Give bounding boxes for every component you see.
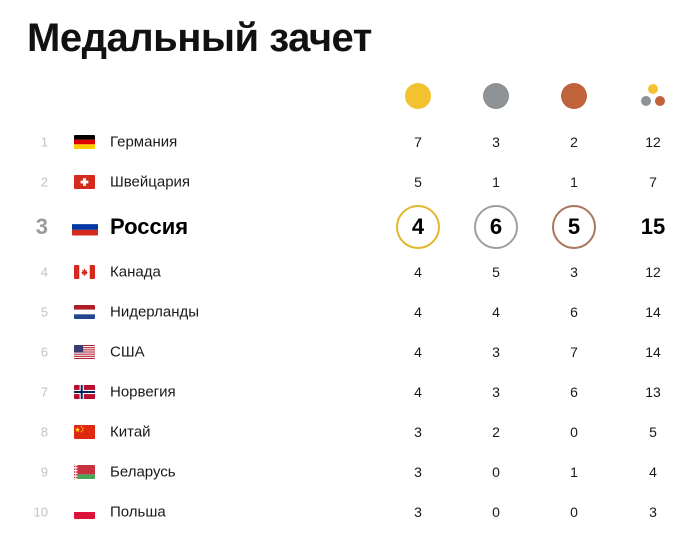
silver-count: 1: [492, 174, 500, 190]
standings-table: 1 Германия 7 3 2 12 2 Швейцария 5 1 1 7 3 Россия 4 6 5 15…: [0, 122, 698, 532]
bronze-count: 6: [570, 304, 578, 320]
silver-count: 0: [492, 464, 500, 480]
table-row[interactable]: 10 Польша 3 0 0 3: [0, 492, 698, 532]
total-count: 12: [645, 134, 661, 150]
gold-count: 3: [414, 504, 422, 520]
table-row[interactable]: 9 Беларусь 3 0 1 4: [0, 452, 698, 492]
page-title: Медальный зачет: [27, 16, 372, 60]
country-name: Беларусь: [110, 463, 176, 481]
total-count: 4: [649, 464, 657, 480]
bronze-count: 2: [570, 134, 578, 150]
bronze-column-header: [544, 76, 604, 116]
table-row[interactable]: 8 Китай 3 2 0 5: [0, 412, 698, 452]
country-name: Германия: [110, 133, 178, 151]
bronze-count: 7: [570, 344, 578, 360]
country-name: Россия: [110, 214, 189, 239]
rank-number: 9: [40, 464, 48, 480]
silver-column-header: [466, 76, 526, 116]
table-row[interactable]: 6 США 4 3 7 14: [0, 332, 698, 372]
total-medals-icon: [639, 84, 667, 108]
flag-germany-icon: [74, 135, 95, 149]
bronze-count: 0: [570, 424, 578, 440]
flag-poland-icon: [74, 505, 95, 519]
silver-count: 2: [492, 424, 500, 440]
silver-count: 0: [492, 504, 500, 520]
flag-norway-icon: [74, 385, 95, 399]
table-row[interactable]: 2 Швейцария 5 1 1 7: [0, 162, 698, 202]
flag-usa-icon: [74, 345, 95, 359]
gold-count: 4: [414, 384, 422, 400]
silver-count: 3: [492, 134, 500, 150]
bronze-count: 0: [570, 504, 578, 520]
total-count: 7: [649, 174, 657, 190]
gold-column-header: [388, 76, 448, 116]
gold-count: 4: [396, 205, 440, 249]
rank-number: 10: [33, 504, 48, 520]
silver-count: 4: [492, 304, 500, 320]
medal-column-header: [0, 76, 698, 116]
gold-count: 7: [414, 134, 422, 150]
flag-china-icon: [74, 425, 95, 439]
gold-count: 4: [414, 304, 422, 320]
rank-number: 6: [40, 344, 48, 360]
silver-count: 6: [474, 205, 518, 249]
rank-number: 2: [40, 174, 48, 190]
bronze-medal-icon: [561, 83, 587, 109]
rank-number: 5: [40, 304, 48, 320]
rank-number: 4: [40, 264, 48, 280]
rank-number: 8: [40, 424, 48, 440]
silver-medal-icon: [483, 83, 509, 109]
total-column-header: [623, 76, 683, 116]
gold-medal-icon: [405, 83, 431, 109]
bronze-count: 6: [570, 384, 578, 400]
flag-russia-icon: [72, 218, 98, 236]
silver-count: 5: [492, 264, 500, 280]
bronze-count: 1: [570, 174, 578, 190]
flag-switzerland-icon: [74, 175, 95, 189]
flag-belarus-icon: [74, 465, 95, 479]
gold-count: 5: [414, 174, 422, 190]
rank-number: 7: [40, 384, 48, 400]
gold-count: 4: [414, 264, 422, 280]
country-name: Норвегия: [110, 383, 176, 401]
total-count: 12: [645, 264, 661, 280]
rank-number: 1: [40, 134, 48, 150]
table-row[interactable]: 1 Германия 7 3 2 12: [0, 122, 698, 162]
flag-netherlands-icon: [74, 305, 95, 319]
total-count: 14: [645, 304, 661, 320]
gold-count: 3: [414, 464, 422, 480]
country-name: Канада: [110, 263, 161, 281]
country-name: Польша: [110, 503, 166, 521]
table-row[interactable]: 4 Канада 4 5 3 12: [0, 252, 698, 292]
flag-canada-icon: [74, 265, 95, 279]
country-name: Китай: [110, 423, 151, 441]
country-name: США: [110, 343, 145, 361]
bronze-count: 5: [552, 205, 596, 249]
rank-number: 3: [35, 214, 48, 239]
total-count: 5: [649, 424, 657, 440]
total-count: 15: [640, 214, 666, 239]
silver-count: 3: [492, 344, 500, 360]
silver-count: 3: [492, 384, 500, 400]
total-count: 3: [649, 504, 657, 520]
country-name: Нидерланды: [110, 303, 200, 321]
gold-count: 4: [414, 344, 422, 360]
table-row[interactable]: 5 Нидерланды 4 4 6 14: [0, 292, 698, 332]
country-name: Швейцария: [110, 173, 191, 191]
bronze-count: 3: [570, 264, 578, 280]
table-row[interactable]: 7 Норвегия 4 3 6 13: [0, 372, 698, 412]
total-count: 13: [645, 384, 661, 400]
table-row[interactable]: 3 Россия 4 6 5 15: [0, 202, 698, 252]
total-count: 14: [645, 344, 661, 360]
bronze-count: 1: [570, 464, 578, 480]
gold-count: 3: [414, 424, 422, 440]
